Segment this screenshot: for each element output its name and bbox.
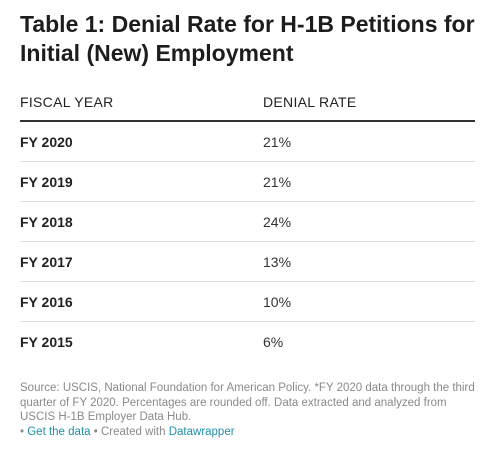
table-header-row: FISCAL YEAR DENIAL RATE	[20, 94, 475, 122]
chart-container: Table 1: Denial Rate for H-1B Petitions …	[20, 10, 475, 440]
data-table: FISCAL YEAR DENIAL RATE FY 2020 21% FY 201…	[20, 94, 475, 361]
footer-separator: • Created with	[93, 425, 166, 438]
datawrapper-link[interactable]: Datawrapper	[168, 425, 235, 438]
column-header-fiscal-year: FISCAL YEAR	[20, 94, 263, 122]
fiscal-year-cell: FY 2016	[20, 281, 263, 322]
table-row: FY 2020 21%	[20, 121, 475, 162]
chart-footer: • Get the data • Created with Datawrappe…	[20, 425, 475, 440]
table-row: FY 2019 21%	[20, 161, 475, 202]
table-body: FY 2020 21% FY 2019 21% FY 2018 24% FY 2017 13%…	[20, 121, 475, 361]
table-row: FY 2018 24%	[20, 201, 475, 242]
source-notes: Source: USCIS, National Foundation for A…	[20, 382, 475, 423]
table-row: FY 2017 13%	[20, 241, 475, 282]
denial-rate-cell: 21%	[263, 161, 475, 202]
denial-rate-cell: 13%	[263, 241, 475, 282]
fiscal-year-cell: FY 2018	[20, 201, 263, 242]
denial-rate-cell: 21%	[263, 121, 475, 162]
denial-rate-cell: 10%	[263, 281, 475, 322]
footer-bullet: •	[20, 425, 25, 438]
fiscal-year-cell: FY 2017	[20, 241, 263, 282]
table-row: FY 2015 6%	[20, 322, 475, 362]
chart-title: Table 1: Denial Rate for H-1B Petitions …	[20, 11, 475, 66]
fiscal-year-cell: FY 2019	[20, 161, 263, 202]
fiscal-year-cell: FY 2020	[20, 121, 263, 162]
table-row: FY 2016 10%	[20, 281, 475, 322]
denial-rate-cell: 6%	[263, 333, 284, 350]
denial-rate-cell: 24%	[263, 201, 475, 242]
fiscal-year-cell: FY 2015	[20, 333, 73, 350]
get-the-data-link[interactable]: Get the data	[27, 425, 91, 438]
column-header-denial-rate: DENIAL RATE	[263, 94, 475, 122]
